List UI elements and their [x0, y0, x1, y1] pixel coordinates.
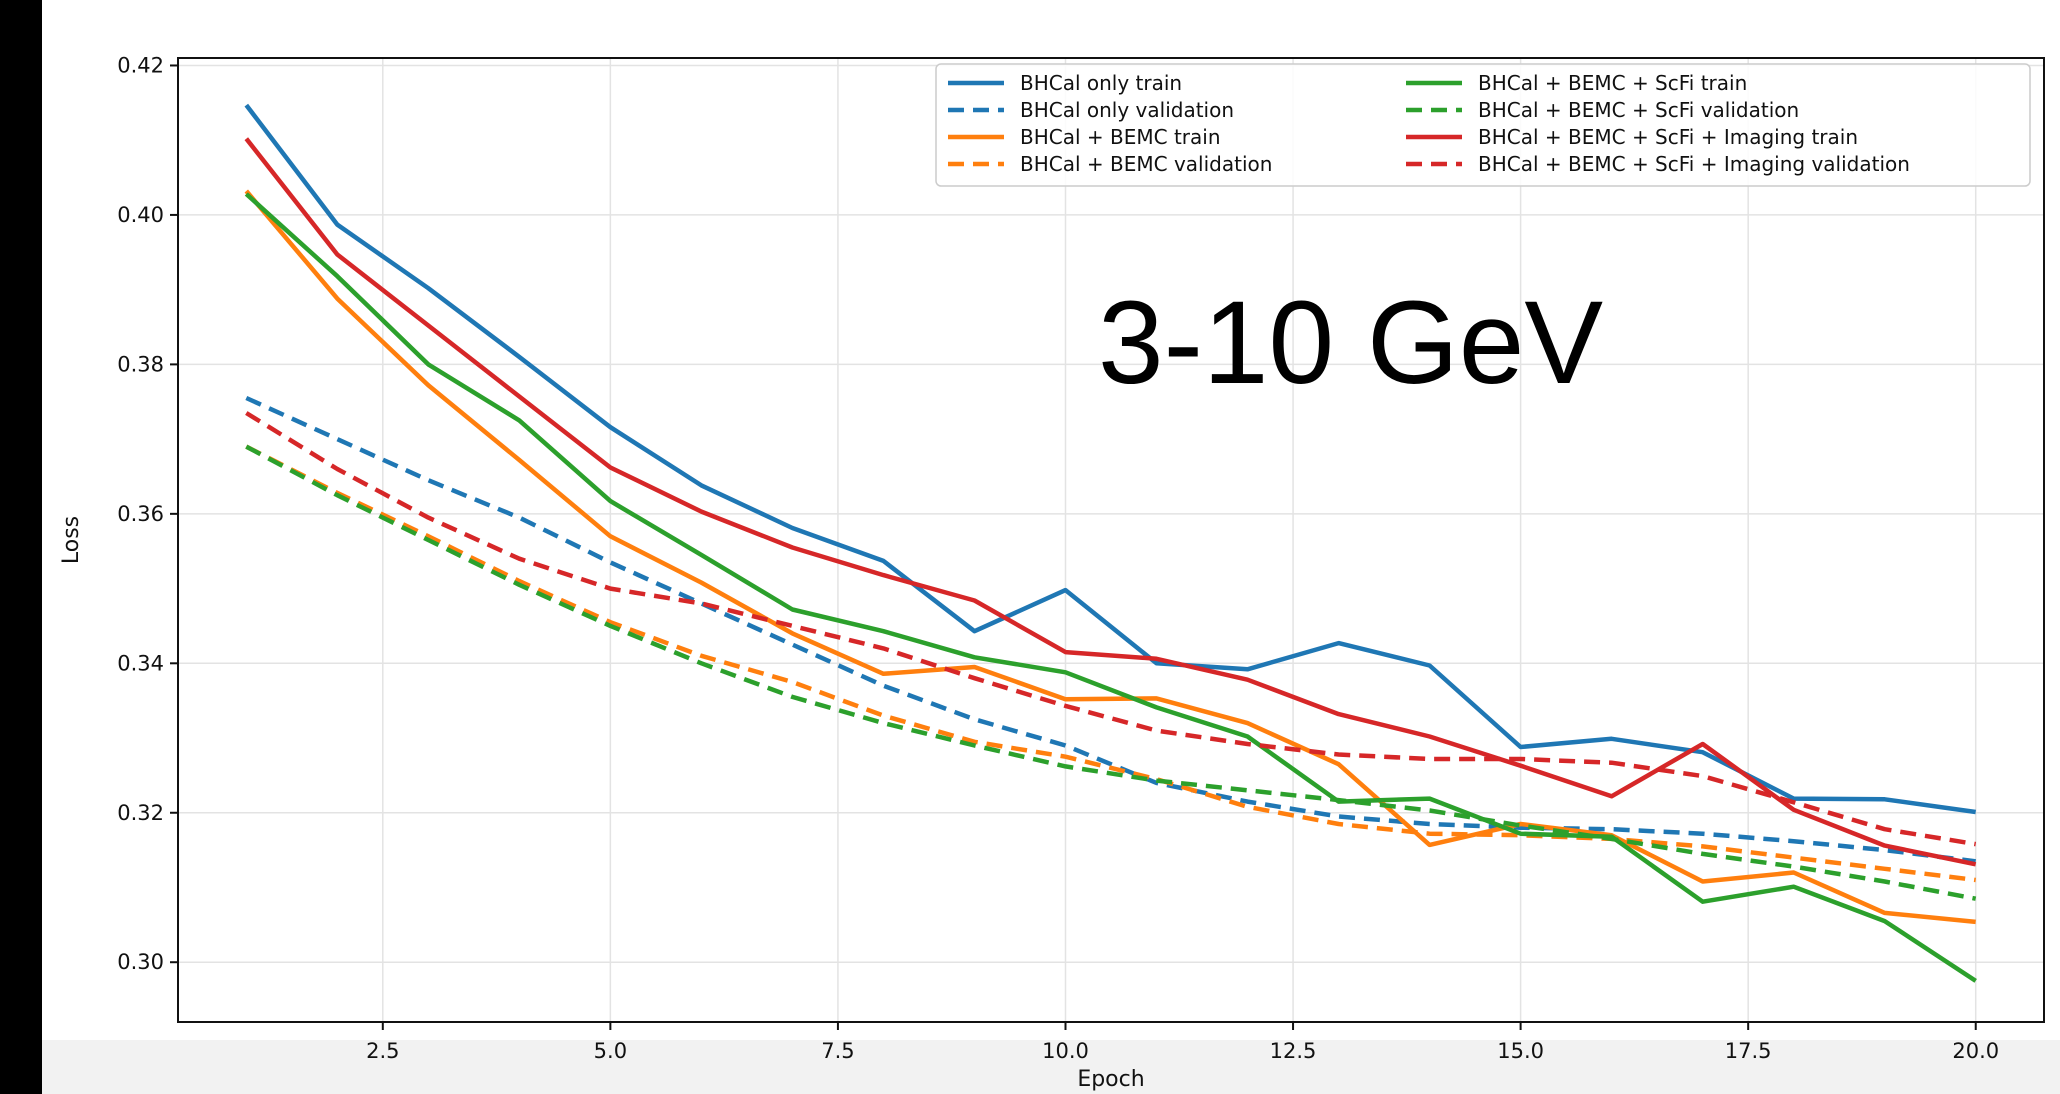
series-line-4	[244, 192, 1977, 983]
y-tick-label: 0.34	[117, 651, 164, 675]
grid	[178, 58, 2044, 1022]
legend: BHCal only train BHCal only validation BHC…	[935, 63, 2031, 187]
x-tick-label: 5.0	[594, 1039, 627, 1063]
series-line-2	[244, 189, 1976, 925]
x-tick-label: 12.5	[1270, 1039, 1317, 1063]
legend-entry-label: BHCal + BEMC validation	[1020, 152, 1272, 176]
legend-entry-label: BHCal only train	[1020, 71, 1182, 95]
x-tick-label: 2.5	[366, 1039, 399, 1063]
y-tick-label: 0.36	[117, 502, 164, 526]
y-tick-label: 0.32	[117, 801, 164, 825]
series-lines	[244, 103, 1977, 983]
bottom-panel	[42, 1040, 2060, 1094]
series-line-7	[245, 411, 1977, 847]
x-tick-label: 15.0	[1497, 1039, 1544, 1063]
legend-entry-label: BHCal + BEMC + ScFi + Imaging validation	[1478, 152, 1910, 176]
x-tick-label: 10.0	[1042, 1039, 1089, 1063]
legend-entry-label: BHCal + BEMC + ScFi train	[1478, 71, 1747, 95]
y-axis-label: Loss	[59, 516, 84, 564]
series-line-0	[244, 103, 1977, 815]
series-line-1	[245, 395, 1976, 864]
legend-entry-label: BHCal + BEMC train	[1020, 125, 1221, 149]
x-axis-ticks: 2.5 5.0 7.5 10.0 12.5 15.0 17.5 20.0	[366, 1022, 1999, 1063]
series-line-6	[244, 137, 1977, 867]
plot-area-frame	[177, 57, 2045, 1023]
legend-box	[935, 63, 2031, 187]
y-tick-label: 0.30	[117, 950, 164, 974]
x-tick-label: 7.5	[821, 1039, 854, 1063]
legend-entry-label: BHCal + BEMC + ScFi + Imaging train	[1478, 125, 1858, 149]
x-tick-label: 17.5	[1725, 1039, 1772, 1063]
series-line-5	[245, 444, 1977, 901]
y-tick-label: 0.42	[117, 53, 164, 77]
energy-range-annotation: 3-10 GeV	[1098, 277, 1603, 409]
legend-entry-label: BHCal + BEMC + ScFi validation	[1478, 98, 1799, 122]
y-axis-ticks: 0.30 0.32 0.34 0.36 0.38 0.40 0.42	[117, 53, 178, 974]
x-tick-label: 20.0	[1952, 1039, 1999, 1063]
y-tick-label: 0.38	[117, 352, 164, 376]
legend-entry-label: BHCal only validation	[1020, 98, 1234, 122]
y-tick-label: 0.40	[117, 203, 164, 227]
series-line-3	[245, 444, 1976, 883]
x-axis-label: Epoch	[1077, 1067, 1144, 1092]
